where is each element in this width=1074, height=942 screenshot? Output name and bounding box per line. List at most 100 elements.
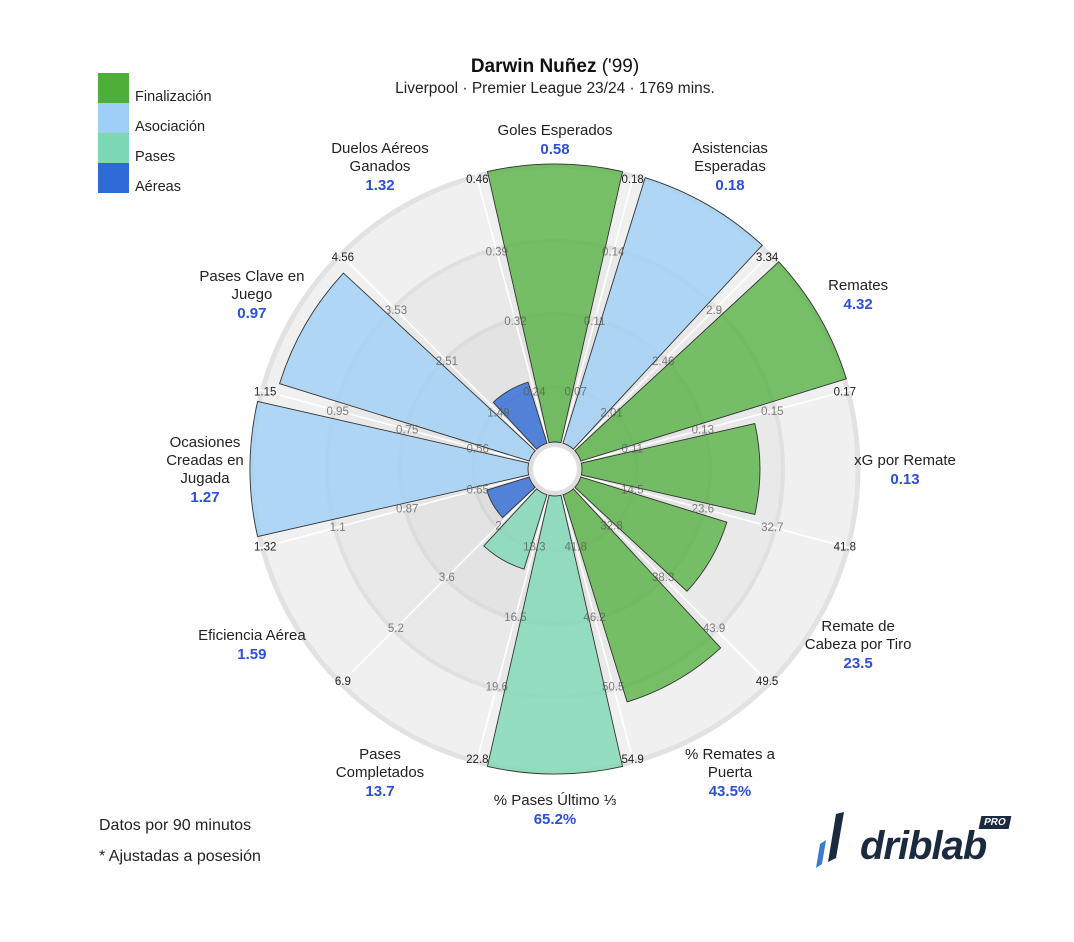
category-name: Pases Clave en bbox=[199, 268, 304, 285]
bar-7 bbox=[486, 494, 624, 775]
tick-label: 50.5 bbox=[602, 681, 624, 693]
spoke bbox=[573, 487, 775, 689]
tick-label: 19.6 bbox=[486, 681, 508, 693]
spoke bbox=[473, 494, 549, 769]
category-value: 4.32 bbox=[844, 296, 873, 313]
chart-title: Darwin Nuñez ('99) bbox=[300, 56, 810, 78]
tick-label: 23.6 bbox=[692, 504, 714, 516]
tick-label: 0.11 bbox=[584, 316, 606, 328]
category-value: 0.58 bbox=[540, 141, 569, 158]
tick-label: 1.1 bbox=[330, 522, 346, 534]
category-name: Ganados bbox=[350, 158, 411, 175]
category-name: Cabeza por Tiro bbox=[805, 636, 912, 653]
tick-label: 6.9 bbox=[335, 676, 351, 688]
bar-2 bbox=[562, 177, 763, 450]
tick-label: 2.01 bbox=[600, 407, 622, 419]
center-cap bbox=[533, 447, 577, 491]
tick-label: 0.24 bbox=[523, 387, 546, 399]
tick-label: 54.9 bbox=[621, 754, 643, 766]
tick-label: 41.8 bbox=[834, 542, 856, 554]
bar-9 bbox=[486, 476, 536, 519]
category-name: Goles Esperados bbox=[497, 122, 612, 139]
legend-label: Aéreas bbox=[135, 179, 181, 195]
category-value: 1.59 bbox=[237, 646, 266, 663]
brand-logo: driblab PRO bbox=[812, 812, 1012, 872]
tick-label: 0.15 bbox=[761, 406, 783, 418]
footnote-per90: Datos por 90 minutos bbox=[99, 817, 252, 834]
tick-label: 1.15 bbox=[254, 386, 276, 398]
bar-11 bbox=[279, 272, 536, 462]
brand-wordmark: driblab bbox=[860, 824, 987, 868]
tick-label: 16.5 bbox=[504, 612, 526, 624]
spoke bbox=[335, 249, 537, 451]
legend-swatch bbox=[98, 163, 129, 193]
category-name: Esperadas bbox=[694, 158, 766, 175]
category-name: Asistencias bbox=[692, 140, 768, 157]
category-value: 43.5% bbox=[709, 783, 752, 800]
tick-label: 0.17 bbox=[834, 386, 856, 398]
spoke bbox=[573, 249, 775, 451]
spoke bbox=[473, 169, 549, 444]
bar-1 bbox=[486, 163, 624, 444]
category-name: Puerta bbox=[708, 764, 753, 781]
tick-label: 2.9 bbox=[706, 305, 722, 317]
legend-swatch bbox=[98, 133, 129, 163]
category-name: Eficiencia Aérea bbox=[198, 627, 306, 644]
tick-label: 32.7 bbox=[761, 522, 783, 534]
brand-pro-badge: PRO bbox=[978, 816, 1012, 829]
tick-label: 4.56 bbox=[332, 252, 354, 264]
category-value: 23.5 bbox=[844, 655, 873, 672]
spoke bbox=[561, 494, 637, 769]
bar-4 bbox=[580, 423, 761, 515]
bar-12 bbox=[492, 381, 548, 450]
tick-label: 0.18 bbox=[621, 174, 643, 186]
category-label-4: xG por Remate 0.13 bbox=[854, 452, 956, 488]
category-name: Juego bbox=[231, 286, 272, 303]
category-label-9: Eficiencia Aérea 1.59 bbox=[198, 627, 306, 663]
tick-label: 5.2 bbox=[388, 623, 404, 635]
brand-mark-icon bbox=[816, 812, 844, 868]
legend-label: Asociación bbox=[135, 119, 206, 135]
bar-8 bbox=[483, 488, 548, 570]
bar-6 bbox=[562, 488, 722, 703]
separator-spokes bbox=[255, 169, 855, 769]
tick-label: 43.9 bbox=[703, 623, 725, 635]
tick-label: 0.65 bbox=[467, 485, 489, 497]
legend-swatch bbox=[98, 73, 129, 103]
bars bbox=[249, 163, 847, 775]
category-value: 1.32 bbox=[365, 177, 394, 194]
chart-subtitle: Liverpool · Premier League 23/24 · 1769 … bbox=[395, 80, 715, 97]
tick-label: 41.8 bbox=[565, 541, 587, 553]
spoke bbox=[255, 475, 530, 551]
category-value: 0.13 bbox=[890, 471, 919, 488]
tick-label: 3.53 bbox=[385, 305, 407, 317]
category-name: Ocasiones bbox=[170, 434, 241, 451]
tick-label: 0.95 bbox=[326, 406, 348, 418]
spoke bbox=[255, 387, 530, 463]
bar-10 bbox=[249, 400, 530, 538]
player-birth: ('99) bbox=[601, 56, 640, 77]
tick-label: 2.46 bbox=[652, 356, 674, 368]
tick-label: 22.8 bbox=[466, 754, 488, 766]
category-name: Pases bbox=[359, 746, 401, 763]
tick-label: 0.32 bbox=[504, 316, 526, 328]
category-label-7: % Pases Último ⅓ 65.2% bbox=[494, 792, 617, 828]
category-value: 65.2% bbox=[534, 811, 577, 828]
category-name: Duelos Aéreos bbox=[331, 140, 429, 157]
category-name: Creadas en bbox=[166, 452, 244, 469]
tick-label: 3.34 bbox=[756, 252, 779, 264]
legend-label: Pases bbox=[135, 149, 176, 165]
category-value: 1.27 bbox=[190, 489, 219, 506]
category-name: Completados bbox=[336, 764, 424, 781]
tick-label: 0.75 bbox=[396, 424, 418, 436]
tick-label: 0.13 bbox=[692, 424, 714, 436]
tick-label: 0.39 bbox=[486, 247, 508, 259]
bar-5 bbox=[574, 476, 728, 592]
